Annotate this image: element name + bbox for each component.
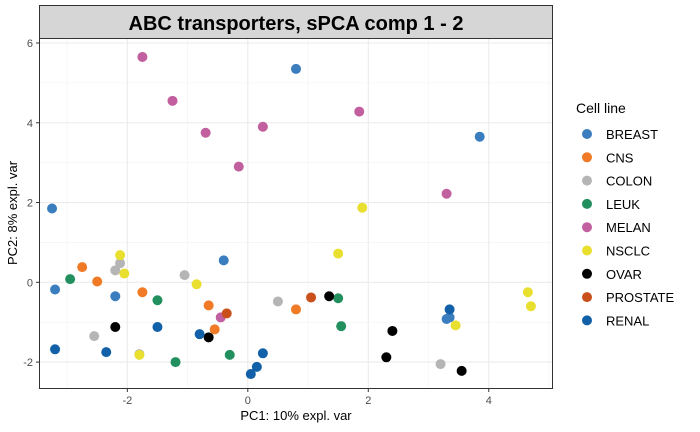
chart-title: ABC transporters, sPCA comp 1 - 2	[129, 13, 464, 35]
legend-label-prostate: PROSTATE	[606, 290, 674, 305]
point-renal	[152, 321, 163, 332]
legend-key-cns	[582, 152, 592, 163]
point-breast	[474, 131, 485, 142]
y-tick-label: 6	[27, 38, 33, 50]
y-tick-label: -2	[23, 357, 33, 369]
point-cns	[137, 287, 148, 298]
legend-label-ovar: OVAR	[606, 267, 642, 282]
point-cns	[203, 300, 214, 311]
point-leuk	[333, 293, 344, 304]
legend-key-melan	[582, 222, 592, 233]
point-renal	[101, 347, 112, 358]
point-melan	[441, 188, 452, 199]
point-renal	[245, 369, 256, 380]
point-breast	[218, 255, 229, 266]
point-nsclc	[522, 287, 533, 298]
point-breast	[47, 203, 58, 214]
legend-label-colon: COLON	[606, 174, 652, 189]
legend-label-leuk: LEUK	[606, 197, 640, 212]
point-breast	[444, 312, 455, 323]
x-tick-label: 2	[365, 395, 371, 407]
point-nsclc	[191, 279, 202, 290]
point-leuk	[224, 349, 235, 360]
point-renal	[444, 304, 455, 315]
point-colon	[435, 359, 446, 370]
point-leuk	[152, 295, 163, 306]
point-nsclc	[119, 268, 130, 279]
legend-key-nsclc	[582, 245, 592, 256]
point-ovar	[387, 325, 398, 336]
point-ovar	[203, 332, 214, 343]
point-cns	[291, 304, 301, 315]
y-tick-label: 0	[27, 277, 33, 289]
point-prostate	[306, 292, 317, 303]
legend-key-breast	[582, 129, 592, 139]
point-ovar	[324, 291, 335, 302]
plot-panel	[39, 38, 553, 389]
legend-label-cns: CNS	[606, 150, 634, 165]
y-tick-label: 4	[27, 118, 33, 130]
x-tick-label: 4	[486, 395, 492, 407]
point-colon	[110, 265, 121, 276]
x-tick-label: 0	[245, 395, 251, 407]
y-tick-label: 2	[27, 198, 33, 210]
legend-key-leuk	[582, 198, 592, 209]
y-axis-title: PC2: 8% expl. var	[5, 160, 20, 265]
title-strip	[39, 5, 553, 39]
legend-label-nsclc: NSCLC	[606, 244, 650, 259]
legend-label-breast: BREAST	[606, 127, 658, 142]
legend: BREAST CNS COLON LEUK MELAN NSCLC OVAR PROSTATE…	[582, 127, 674, 328]
point-ovar	[110, 321, 121, 332]
point-prostate	[221, 308, 232, 319]
legend-key-ovar	[582, 268, 592, 279]
point-melan	[233, 161, 244, 172]
point-colon	[89, 331, 100, 342]
x-axis-title: PC1: 10% expl. var	[240, 408, 352, 423]
point-nsclc	[115, 250, 126, 261]
point-melan	[354, 106, 365, 117]
point-nsclc	[525, 301, 536, 312]
point-breast	[50, 284, 61, 295]
point-leuk	[336, 321, 347, 332]
point-nsclc	[450, 320, 461, 331]
x-tick-label: -2	[122, 395, 132, 407]
point-melan	[200, 127, 211, 138]
axis-ticks: -2 0 2 4 -2 0 2 4 6	[23, 38, 492, 407]
point-breast	[291, 63, 301, 74]
point-renal	[257, 348, 268, 359]
point-colon	[115, 258, 126, 269]
point-melan	[257, 121, 268, 132]
point-breast	[110, 291, 121, 302]
point-leuk	[170, 357, 181, 368]
point-nsclc	[333, 248, 344, 259]
point-nsclc	[134, 349, 145, 360]
legend-title: Cell line	[576, 100, 626, 116]
point-cns	[77, 262, 88, 273]
legend-key-prostate	[582, 292, 592, 303]
point-ovar	[381, 352, 392, 363]
point-renal	[50, 344, 61, 355]
point-renal	[251, 361, 262, 372]
point-colon	[179, 270, 190, 281]
point-melan	[137, 51, 148, 62]
legend-key-renal	[582, 315, 592, 326]
point-colon	[272, 296, 283, 307]
point-nsclc	[357, 202, 368, 213]
panel-border	[39, 38, 553, 389]
legend-label-melan: MELAN	[606, 220, 651, 235]
grid-lines	[40, 39, 552, 388]
legend-key-colon	[582, 175, 592, 186]
point-melan	[167, 95, 178, 106]
point-cns	[92, 276, 103, 287]
point-cns	[209, 324, 220, 335]
point-renal	[194, 329, 205, 340]
legend-label-renal: RENAL	[606, 313, 649, 328]
point-ovar	[456, 365, 467, 376]
data-points	[47, 51, 536, 380]
point-leuk	[65, 274, 76, 285]
